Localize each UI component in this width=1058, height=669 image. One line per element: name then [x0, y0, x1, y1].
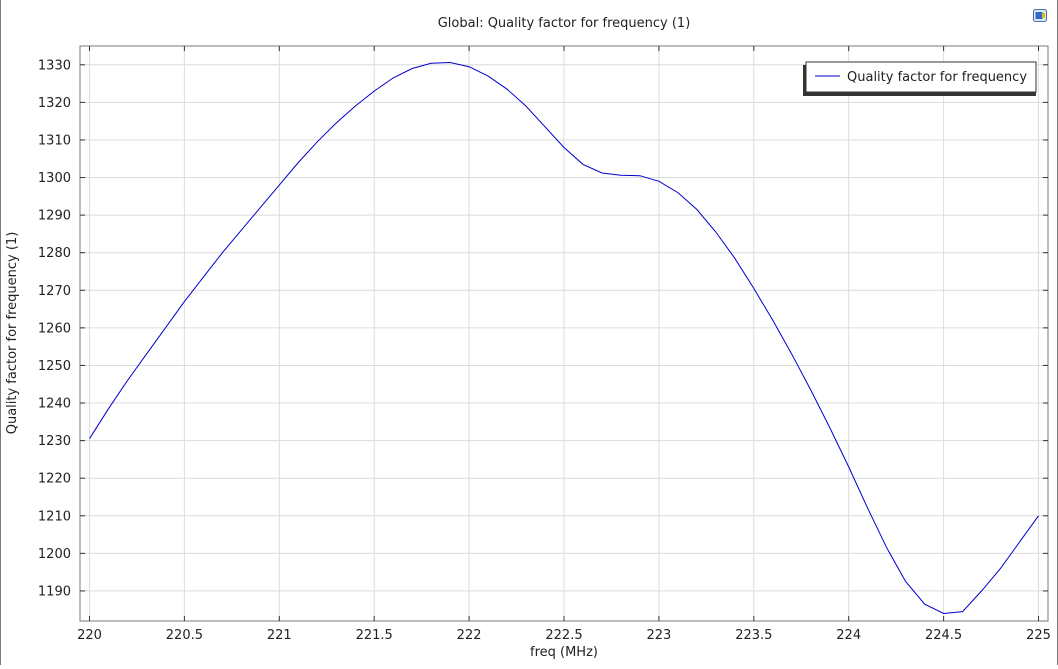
y-tick-label: 1330: [38, 58, 71, 73]
legend-box: [805, 61, 1037, 93]
y-tick-label: 1260: [38, 321, 71, 336]
x-tick-label: 223: [646, 628, 671, 643]
x-tick-label: 220: [77, 628, 102, 643]
x-tick-label: 225: [1026, 628, 1051, 643]
y-tick-label: 1290: [38, 209, 71, 224]
y-axis-label: Quality factor for frequency (1): [5, 232, 20, 435]
y-tick-label: 1220: [38, 472, 71, 487]
x-axis: 220 220.5 221 221.5 222 222.5 223 223.5 224 224.5…: [77, 46, 1051, 643]
x-tick-label: 222.5: [545, 628, 582, 643]
y-axis: 1190 1200 1210 1220 1230 1240 1250 1260 1270 1280…: [38, 58, 1048, 599]
x-tick-label: 223.5: [735, 628, 772, 643]
series-line-quality-factor: [89, 61, 1039, 615]
x-tick-label: 222: [457, 628, 482, 643]
y-tick-label: 1270: [38, 284, 71, 299]
y-tick-label: 1310: [38, 133, 71, 148]
y-tick-label: 1210: [38, 509, 71, 524]
legend-label: Quality factor for frequency: [847, 70, 1027, 85]
x-tick-label: 224: [836, 628, 861, 643]
x-tick-label: 220.5: [166, 628, 203, 643]
x-tick-label: 221: [267, 628, 292, 643]
grid: [80, 46, 1048, 621]
y-tick-label: 1280: [38, 246, 71, 261]
y-tick-label: 1240: [38, 397, 71, 412]
x-tick-label: 224.5: [925, 628, 962, 643]
y-tick-label: 1230: [38, 434, 71, 449]
legend: Quality factor for frequency: [803, 61, 1037, 96]
y-tick-label: 1300: [38, 171, 71, 186]
y-tick-label: 1200: [38, 547, 71, 562]
chart-title: Global: Quality factor for frequency (1): [438, 16, 691, 31]
plot-settings-icon[interactable]: [1033, 9, 1047, 22]
y-tick-label: 1190: [38, 584, 71, 599]
x-tick-label: 221.5: [356, 628, 393, 643]
window-left-border: [0, 0, 1, 665]
y-tick-label: 1320: [38, 96, 71, 111]
y-tick-label: 1250: [38, 359, 71, 374]
x-axis-label: freq (MHz): [530, 645, 598, 660]
